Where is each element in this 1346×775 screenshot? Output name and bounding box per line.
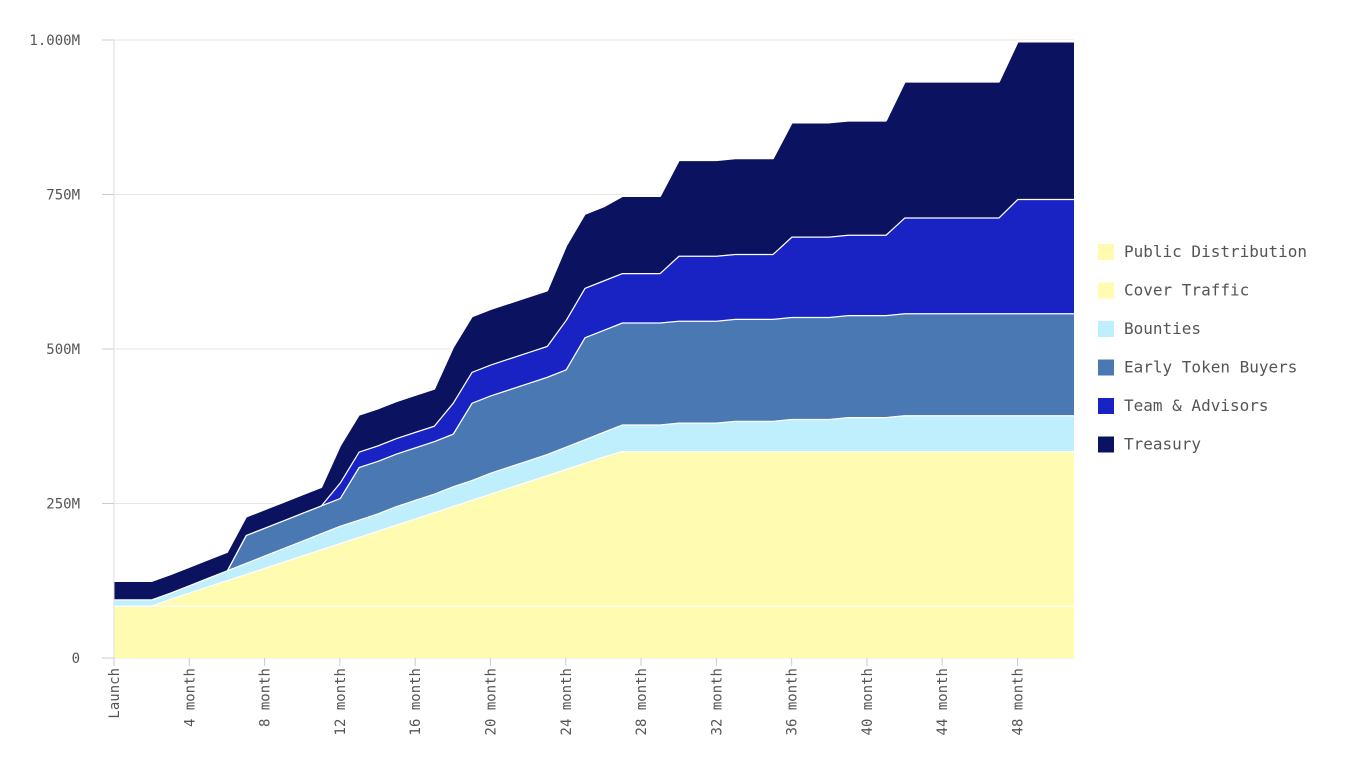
area-series-1: [114, 450, 1074, 606]
area-series-0: [114, 605, 1074, 658]
legend-label: Bounties: [1124, 319, 1201, 338]
x-tick-label: 36 month: [785, 668, 801, 735]
x-tick-label: 48 month: [1011, 668, 1027, 735]
y-tick-label: 500M: [46, 342, 80, 358]
legend-swatch: [1098, 436, 1114, 453]
x-tick-label: 44 month: [935, 668, 951, 735]
legend: Public Distribution Cover Traffic Bounties…: [1098, 242, 1307, 454]
legend-swatch: [1098, 359, 1114, 376]
y-tick-label: 1.000M: [29, 33, 80, 49]
x-tick-label: 40 month: [860, 668, 876, 735]
area-series-4: [114, 198, 1074, 600]
x-tick-label: 32 month: [709, 668, 725, 735]
y-tick-label: 750M: [46, 188, 80, 204]
legend-swatch: [1098, 282, 1114, 299]
x-tick-label: 28 month: [634, 668, 650, 735]
area-series-5: [114, 41, 1074, 600]
axis-layer: 0 250M 500M 750M 1.000M Launch 4 month 8 month 1…: [29, 33, 1026, 735]
legend-swatch: [1098, 244, 1114, 260]
area-series-2: [114, 415, 1074, 606]
x-tick-label: 4 month: [182, 668, 198, 727]
area-series-edge-5: [114, 39, 1074, 582]
legend-label: Early Token Buyers: [1124, 358, 1297, 377]
legend-label: Team & Advisors: [1124, 396, 1269, 415]
y-tick-label: 250M: [46, 497, 80, 513]
area-layer: [114, 39, 1074, 658]
legend-label: Treasury: [1124, 435, 1201, 454]
x-tick-label: 16 month: [408, 668, 424, 735]
x-tick-label: 12 month: [333, 668, 349, 735]
x-tick-label: 8 month: [258, 668, 274, 727]
legend-swatch: [1098, 321, 1114, 337]
area-series-3: [114, 313, 1074, 600]
x-tick-label: Launch: [107, 668, 123, 719]
legend-swatch: [1098, 398, 1114, 414]
x-tick-label: 20 month: [483, 668, 499, 735]
legend-label: Cover Traffic: [1124, 281, 1249, 300]
y-tick-label: 0: [72, 651, 80, 667]
legend-label: Public Distribution: [1124, 242, 1307, 261]
x-tick-label: 24 month: [559, 668, 575, 735]
